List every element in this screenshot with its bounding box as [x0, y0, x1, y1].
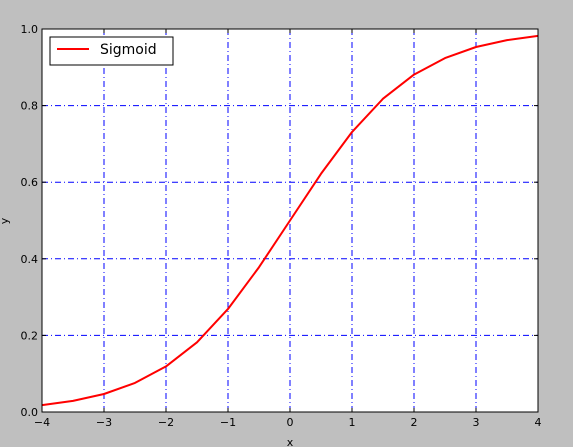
legend: Sigmoid: [49, 36, 174, 66]
legend-label-sigmoid: Sigmoid: [100, 42, 157, 58]
x-tick-label-2: −2: [158, 416, 174, 429]
x-tick-label-7: 3: [473, 416, 480, 429]
x-tick-label-3: −1: [220, 416, 236, 429]
x-tick-label-6: 2: [411, 416, 418, 429]
y-tick-label-0: 0.0: [21, 406, 39, 419]
series-group: [41, 34, 539, 407]
y-tick-label-5: 1.0: [21, 23, 39, 36]
legend-box: [49, 36, 174, 66]
x-tick-label-8: 4: [535, 416, 542, 429]
x-tick-labels: −4 −3 −2 −1 0 1 2 3 4: [34, 416, 542, 429]
y-tick-label-2: 0.4: [21, 253, 39, 266]
x-tick-label-1: −3: [96, 416, 112, 429]
x-tick-label-4: 0: [287, 416, 294, 429]
x-axis-label: x: [287, 436, 294, 447]
x-tick-label-0: −4: [34, 416, 50, 429]
y-tick-label-4: 0.8: [21, 100, 39, 113]
y-tick-label-1: 0.2: [21, 329, 39, 342]
x-tick-label-5: 1: [349, 416, 356, 429]
y-tick-labels: 0.0 0.2 0.4 0.6 0.8 1.0: [21, 23, 39, 419]
y-tick-label-3: 0.6: [21, 176, 39, 189]
axis-ticks: [41, 28, 539, 413]
y-axis-label: y: [0, 217, 11, 224]
